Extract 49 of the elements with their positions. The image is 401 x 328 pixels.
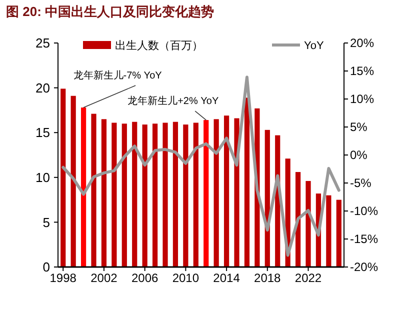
bar xyxy=(183,124,188,267)
bar xyxy=(101,119,107,267)
bar xyxy=(80,108,86,267)
y2-tick-label: -10% xyxy=(350,204,378,218)
bar xyxy=(326,195,332,267)
bar xyxy=(204,120,209,267)
x-tick-label: 2018 xyxy=(254,271,282,285)
bar xyxy=(193,122,198,267)
y-tick-label: 5 xyxy=(42,214,50,230)
y2-tick-label: -15% xyxy=(350,232,378,246)
bar xyxy=(112,122,117,267)
bar xyxy=(172,122,178,267)
x-tick-label: 2022 xyxy=(294,271,322,285)
y-tick-label: 25 xyxy=(36,36,50,51)
bar xyxy=(142,124,148,267)
y2-tick-label: 15% xyxy=(350,64,374,78)
bar xyxy=(162,122,168,267)
bar xyxy=(122,124,127,267)
bar xyxy=(306,180,311,267)
y2-tick-label: 5% xyxy=(350,120,368,134)
x-tick-label: 2010 xyxy=(172,271,200,285)
annotation: 龙年新生儿-7% YoY xyxy=(73,70,162,82)
annotation: 龙年新生儿+2% YoY xyxy=(128,95,219,108)
y2-tick-label: 0% xyxy=(350,148,368,162)
x-tick-label: 2002 xyxy=(90,271,118,285)
y2-tick-label: 10% xyxy=(350,92,374,106)
y2-tick-label: -5% xyxy=(350,176,372,190)
y-tick-label: 15 xyxy=(36,125,50,140)
bar xyxy=(60,88,66,267)
y-tick-label: 10 xyxy=(36,170,50,185)
bar xyxy=(295,172,301,267)
bar xyxy=(336,200,342,267)
y2-tick-label: 20% xyxy=(350,36,374,50)
legend-label: 出生人数（百万） xyxy=(115,38,203,52)
x-tick-label: 2006 xyxy=(131,271,158,285)
bar xyxy=(91,114,96,267)
y2-tick-label: -20% xyxy=(350,260,378,274)
bar xyxy=(152,124,158,267)
y-tick-label: 0 xyxy=(42,260,50,275)
x-tick-label: 1998 xyxy=(50,271,77,285)
bar xyxy=(70,96,76,267)
x-tick-label: 2014 xyxy=(213,271,240,285)
bar xyxy=(132,122,138,267)
legend-label: YoY xyxy=(304,40,324,52)
y-tick-label: 20 xyxy=(36,80,50,96)
bar xyxy=(214,119,219,267)
chart-title: 图 20: 中国出生人口及同比变化趋势 xyxy=(6,4,214,19)
bar xyxy=(224,116,230,267)
bar xyxy=(244,98,250,267)
